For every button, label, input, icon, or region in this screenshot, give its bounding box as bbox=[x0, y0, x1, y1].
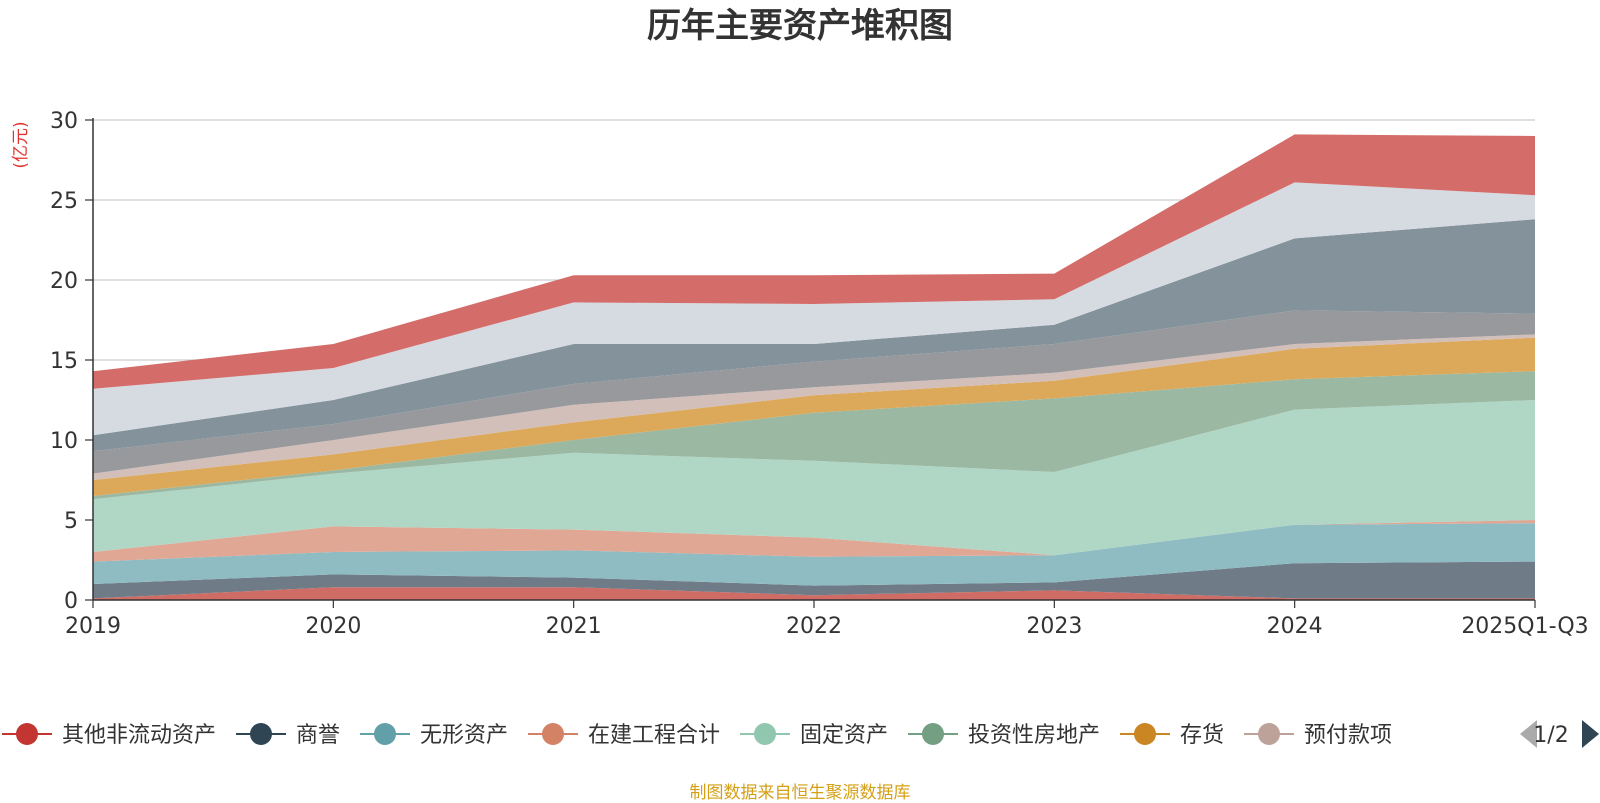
y-axis-unit-label: (亿元) bbox=[11, 121, 31, 168]
axes: 0 5 10 15 20 25 30 2019 2020 2021 2022 2023 2024 2025… bbox=[50, 109, 1589, 639]
legend-item[interactable]: 预付款项 bbox=[1244, 723, 1392, 748]
area-series bbox=[93, 134, 1535, 600]
legend[interactable]: 其他非流动资产 商誉 无形资产 在建工程合计 固定资产 投资性房地产 存货 预付款项 1/2 bbox=[2, 720, 1599, 748]
legend-label: 其他非流动资产 bbox=[62, 723, 216, 748]
legend-item[interactable]: 投资性房地产 bbox=[908, 723, 1100, 748]
legend-label: 无形资产 bbox=[420, 723, 508, 748]
y-tick-label: 30 bbox=[50, 109, 78, 134]
legend-page-indicator: 1/2 bbox=[1533, 723, 1568, 748]
y-tick-label: 5 bbox=[64, 509, 78, 534]
legend-marker bbox=[922, 723, 944, 745]
legend-label: 在建工程合计 bbox=[588, 723, 720, 748]
legend-marker bbox=[542, 723, 564, 745]
area-series-11 bbox=[93, 134, 1535, 389]
legend-marker bbox=[250, 723, 272, 745]
area-series-9 bbox=[93, 219, 1535, 452]
x-tick-label: 2022 bbox=[786, 614, 842, 639]
legend-next-icon[interactable] bbox=[1582, 720, 1599, 748]
legend-item[interactable]: 无形资产 bbox=[360, 723, 508, 748]
legend-item[interactable]: 固定资产 bbox=[740, 723, 888, 748]
legend-label: 固定资产 bbox=[800, 723, 888, 748]
area-series-8 bbox=[93, 310, 1535, 474]
legend-marker bbox=[16, 723, 38, 745]
legend-label: 存货 bbox=[1180, 723, 1224, 748]
y-tick-label: 10 bbox=[50, 429, 78, 454]
legend-prev-icon[interactable] bbox=[1520, 720, 1537, 748]
x-tick-label: 2020 bbox=[305, 614, 361, 639]
legend-marker bbox=[374, 723, 396, 745]
legend-label: 预付款项 bbox=[1304, 723, 1392, 748]
legend-pager[interactable]: 1/2 bbox=[1520, 720, 1599, 748]
y-tick-label: 20 bbox=[50, 269, 78, 294]
area-series-10 bbox=[93, 182, 1535, 436]
area-series-1 bbox=[93, 561, 1535, 599]
area-series-2 bbox=[93, 523, 1535, 586]
area-series-5 bbox=[93, 371, 1535, 500]
x-tick-label: 2025Q1-Q3 bbox=[1461, 614, 1588, 639]
chart-title: 历年主要资产堆积图 bbox=[647, 6, 953, 46]
x-tick-label: 2023 bbox=[1026, 614, 1082, 639]
area-series-4 bbox=[93, 400, 1535, 556]
legend-item[interactable]: 存货 bbox=[1120, 723, 1224, 748]
area-series-3 bbox=[93, 520, 1535, 562]
area-series-0 bbox=[93, 587, 1535, 600]
legend-marker bbox=[1258, 723, 1280, 745]
legend-label: 商誉 bbox=[296, 723, 340, 748]
legend-marker bbox=[1134, 723, 1156, 745]
source-note: 制图数据来自恒生聚源数据库 bbox=[689, 783, 911, 803]
legend-label: 投资性房地产 bbox=[968, 723, 1100, 748]
area-series-6 bbox=[93, 337, 1535, 496]
y-tick-label: 0 bbox=[64, 589, 78, 614]
x-tick-label: 2024 bbox=[1267, 614, 1323, 639]
y-tick-label: 15 bbox=[50, 349, 78, 374]
legend-item[interactable]: 在建工程合计 bbox=[528, 723, 720, 748]
legend-marker bbox=[754, 723, 776, 745]
legend-item[interactable]: 其他非流动资产 bbox=[2, 723, 216, 748]
legend-item[interactable]: 商誉 bbox=[236, 723, 340, 748]
x-tick-label: 2019 bbox=[65, 614, 121, 639]
x-tick-label: 2021 bbox=[546, 614, 602, 639]
y-tick-label: 25 bbox=[50, 189, 78, 214]
